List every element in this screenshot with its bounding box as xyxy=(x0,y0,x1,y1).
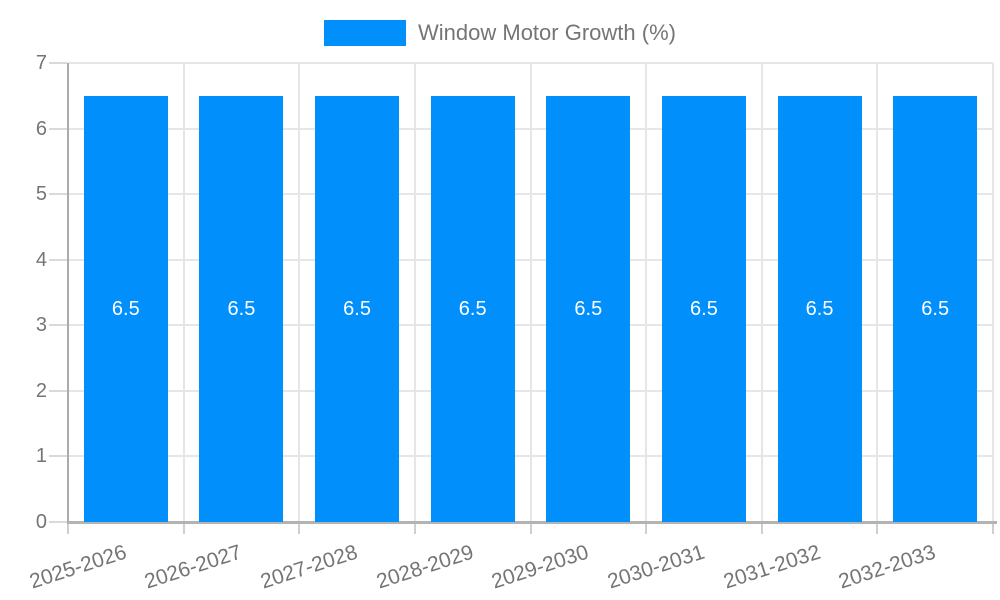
x-tick xyxy=(67,524,69,534)
legend-item[interactable]: Window Motor Growth (%) xyxy=(0,19,1000,46)
y-tick xyxy=(49,324,67,327)
y-tick-label: 1 xyxy=(35,445,47,468)
y-tick-label: 3 xyxy=(35,314,47,337)
bar[interactable] xyxy=(546,95,631,522)
v-gridline xyxy=(413,63,416,522)
v-gridline xyxy=(298,63,301,522)
v-gridline xyxy=(876,63,879,522)
bar[interactable] xyxy=(83,95,168,522)
y-tick-label: 5 xyxy=(35,183,47,206)
v-gridline xyxy=(760,63,763,522)
y-tick-label: 2 xyxy=(35,379,47,402)
y-tick-label: 0 xyxy=(35,511,47,533)
bar[interactable] xyxy=(199,95,284,522)
y-tick xyxy=(49,521,67,523)
y-tick xyxy=(49,455,67,458)
bar[interactable] xyxy=(430,95,515,522)
v-gridline xyxy=(182,63,185,522)
y-tick xyxy=(49,127,67,130)
y-tick xyxy=(49,258,67,261)
x-tick xyxy=(992,524,994,534)
y-tick-label: 4 xyxy=(35,248,47,271)
bar[interactable] xyxy=(777,95,862,522)
y-tick xyxy=(49,193,67,196)
x-tick xyxy=(529,524,532,534)
y-tick-label: 6 xyxy=(35,117,47,140)
x-tick xyxy=(645,524,648,534)
v-gridline xyxy=(529,63,532,522)
x-tick xyxy=(298,524,301,534)
y-tick-label: 7 xyxy=(35,52,47,74)
bar[interactable] xyxy=(893,95,978,522)
x-tick xyxy=(876,524,879,534)
y-tick xyxy=(49,389,67,392)
bar[interactable] xyxy=(315,95,400,522)
y-tick xyxy=(49,62,67,64)
x-tick xyxy=(413,524,416,534)
legend-swatch[interactable] xyxy=(324,19,407,46)
x-tick xyxy=(760,524,763,534)
v-gridline xyxy=(645,63,648,522)
bar[interactable] xyxy=(661,95,746,522)
legend-label[interactable]: Window Motor Growth (%) xyxy=(418,20,676,45)
x-tick xyxy=(182,524,185,534)
y-axis-line xyxy=(67,63,69,532)
x-axis-line xyxy=(68,521,997,524)
v-gridline xyxy=(992,63,994,522)
